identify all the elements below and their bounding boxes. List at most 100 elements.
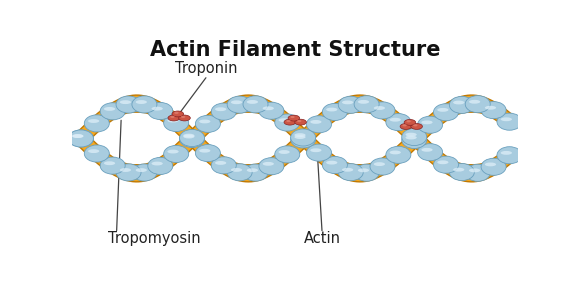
Circle shape bbox=[295, 119, 306, 125]
Ellipse shape bbox=[469, 100, 480, 104]
Text: Tropomyosin: Tropomyosin bbox=[108, 231, 200, 246]
Ellipse shape bbox=[326, 161, 338, 164]
Ellipse shape bbox=[294, 133, 306, 137]
Ellipse shape bbox=[259, 158, 284, 175]
Ellipse shape bbox=[69, 130, 93, 147]
Ellipse shape bbox=[84, 115, 109, 132]
Ellipse shape bbox=[485, 106, 496, 110]
Circle shape bbox=[168, 115, 180, 121]
Ellipse shape bbox=[259, 102, 284, 119]
Ellipse shape bbox=[247, 168, 258, 172]
Ellipse shape bbox=[243, 164, 268, 181]
Ellipse shape bbox=[199, 119, 210, 124]
Ellipse shape bbox=[449, 96, 475, 114]
Ellipse shape bbox=[370, 102, 395, 119]
Text: Troponin: Troponin bbox=[175, 60, 237, 76]
Ellipse shape bbox=[485, 162, 496, 166]
Ellipse shape bbox=[465, 95, 490, 113]
Circle shape bbox=[403, 124, 407, 126]
Ellipse shape bbox=[151, 161, 163, 166]
Polygon shape bbox=[75, 95, 516, 182]
Ellipse shape bbox=[338, 96, 363, 113]
Ellipse shape bbox=[168, 119, 179, 123]
Ellipse shape bbox=[227, 164, 252, 181]
Ellipse shape bbox=[279, 150, 290, 154]
Ellipse shape bbox=[227, 96, 252, 113]
Ellipse shape bbox=[132, 96, 157, 113]
Ellipse shape bbox=[434, 156, 458, 173]
Ellipse shape bbox=[323, 103, 347, 121]
Ellipse shape bbox=[401, 128, 427, 145]
Ellipse shape bbox=[306, 116, 332, 133]
Ellipse shape bbox=[497, 113, 522, 130]
Ellipse shape bbox=[481, 102, 506, 119]
Ellipse shape bbox=[132, 164, 157, 181]
Ellipse shape bbox=[437, 108, 449, 112]
Ellipse shape bbox=[453, 100, 464, 105]
Ellipse shape bbox=[215, 161, 226, 165]
Ellipse shape bbox=[164, 145, 189, 163]
Circle shape bbox=[290, 116, 295, 118]
Ellipse shape bbox=[370, 158, 395, 175]
Circle shape bbox=[172, 111, 184, 117]
Ellipse shape bbox=[291, 129, 316, 146]
Ellipse shape bbox=[374, 162, 385, 166]
Circle shape bbox=[413, 124, 418, 126]
Circle shape bbox=[181, 116, 185, 118]
Ellipse shape bbox=[104, 107, 115, 111]
Ellipse shape bbox=[279, 118, 290, 122]
Ellipse shape bbox=[72, 134, 84, 138]
Ellipse shape bbox=[294, 135, 306, 139]
Ellipse shape bbox=[389, 118, 401, 122]
Ellipse shape bbox=[374, 106, 385, 110]
Ellipse shape bbox=[342, 100, 353, 104]
Ellipse shape bbox=[180, 129, 204, 147]
Ellipse shape bbox=[164, 114, 189, 131]
Ellipse shape bbox=[501, 151, 512, 155]
Ellipse shape bbox=[100, 157, 125, 174]
Ellipse shape bbox=[465, 164, 490, 181]
Circle shape bbox=[170, 116, 175, 118]
Ellipse shape bbox=[120, 100, 131, 104]
Ellipse shape bbox=[168, 150, 179, 154]
Ellipse shape bbox=[291, 131, 316, 148]
Ellipse shape bbox=[501, 117, 512, 121]
Ellipse shape bbox=[195, 115, 221, 132]
Ellipse shape bbox=[243, 96, 268, 113]
Ellipse shape bbox=[211, 103, 236, 120]
Ellipse shape bbox=[434, 104, 458, 121]
Ellipse shape bbox=[497, 147, 522, 164]
Ellipse shape bbox=[386, 114, 411, 131]
Ellipse shape bbox=[151, 107, 163, 111]
Ellipse shape bbox=[338, 164, 363, 181]
Ellipse shape bbox=[84, 145, 109, 162]
Ellipse shape bbox=[358, 168, 369, 172]
Ellipse shape bbox=[310, 120, 321, 124]
Ellipse shape bbox=[183, 135, 195, 138]
Ellipse shape bbox=[199, 149, 210, 153]
Ellipse shape bbox=[116, 96, 141, 113]
Ellipse shape bbox=[183, 134, 195, 138]
Ellipse shape bbox=[389, 150, 401, 154]
Ellipse shape bbox=[247, 100, 258, 104]
Ellipse shape bbox=[418, 144, 442, 161]
Circle shape bbox=[297, 120, 301, 122]
Ellipse shape bbox=[231, 168, 242, 172]
Circle shape bbox=[400, 124, 412, 129]
Circle shape bbox=[404, 119, 416, 125]
Ellipse shape bbox=[72, 134, 84, 138]
Circle shape bbox=[175, 112, 179, 114]
Ellipse shape bbox=[100, 103, 125, 120]
Ellipse shape bbox=[449, 164, 475, 180]
Ellipse shape bbox=[148, 157, 173, 175]
Ellipse shape bbox=[148, 102, 173, 119]
Ellipse shape bbox=[136, 100, 147, 104]
Ellipse shape bbox=[422, 148, 433, 152]
Ellipse shape bbox=[406, 133, 417, 137]
Text: Actin: Actin bbox=[304, 231, 340, 246]
Text: Actin Filament Structure: Actin Filament Structure bbox=[150, 39, 441, 60]
Circle shape bbox=[179, 115, 190, 121]
Ellipse shape bbox=[342, 168, 353, 172]
Ellipse shape bbox=[422, 120, 433, 124]
Polygon shape bbox=[75, 95, 516, 182]
